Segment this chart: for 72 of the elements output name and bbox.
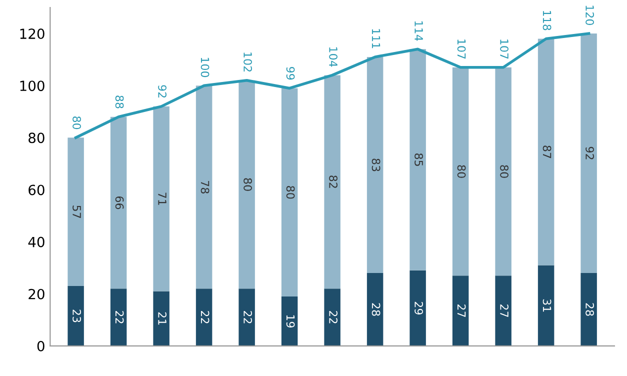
y-tick-label: 60	[28, 184, 44, 196]
bar	[68, 286, 84, 346]
data-label: 92	[586, 146, 594, 160]
data-label: 57	[72, 206, 81, 218]
bar	[238, 80, 255, 289]
data-label: 87	[542, 146, 552, 158]
data-label: 29	[414, 302, 423, 314]
data-label: 107	[500, 40, 508, 59]
data-label: 71	[158, 192, 166, 205]
bar	[580, 34, 597, 274]
bar	[68, 138, 84, 286]
data-label: 19	[286, 315, 295, 328]
bar	[452, 276, 469, 346]
bar	[324, 75, 340, 289]
data-label: 22	[115, 311, 124, 324]
bar	[410, 49, 426, 270]
data-label: 31	[542, 299, 552, 312]
data-label: 22	[329, 311, 338, 324]
data-label: 27	[457, 304, 466, 317]
bar	[324, 288, 340, 346]
bar	[110, 288, 127, 346]
data-label: 85	[414, 153, 423, 166]
bar	[153, 291, 170, 346]
data-label: 82	[329, 176, 338, 188]
data-label: 78	[200, 180, 210, 194]
data-label: 120	[586, 6, 594, 26]
y-tick-label: 20	[28, 288, 44, 300]
data-label: 28	[586, 303, 594, 316]
data-label: 104	[329, 47, 338, 67]
bar	[410, 270, 426, 346]
data-label: 80	[286, 186, 295, 199]
data-label: 22	[200, 311, 210, 324]
data-label: 88	[115, 96, 124, 108]
data-label: 28	[372, 303, 380, 316]
bar	[495, 67, 512, 276]
bar	[538, 38, 554, 266]
data-label: 102	[244, 52, 252, 72]
data-label: 21	[158, 312, 166, 325]
data-label: 80	[72, 116, 81, 130]
bar	[281, 296, 298, 346]
y-tick-label: 100	[20, 80, 44, 92]
data-label: 92	[158, 85, 166, 98]
bar	[452, 67, 469, 276]
data-label: 114	[414, 21, 423, 41]
data-label: 80	[500, 165, 508, 178]
data-label: 80	[244, 178, 252, 191]
bar	[196, 86, 212, 289]
y-tick-label: 80	[28, 132, 44, 144]
bar	[153, 106, 170, 292]
bar	[580, 273, 597, 346]
bar	[366, 56, 384, 274]
bar	[366, 273, 384, 346]
bar	[196, 288, 212, 346]
data-label: 99	[286, 66, 295, 80]
data-label: 107	[457, 40, 466, 59]
y-tick-label: 40	[28, 236, 44, 248]
data-label: 22	[244, 311, 252, 324]
data-label: 80	[457, 165, 466, 178]
bar	[238, 288, 255, 346]
data-label: 111	[372, 29, 380, 48]
y-tick-label: 0	[37, 340, 44, 352]
data-label: 66	[115, 196, 124, 210]
data-label: 27	[500, 304, 508, 317]
bar	[110, 116, 127, 289]
y-tick-label: 120	[20, 28, 44, 40]
bar	[281, 88, 298, 296]
data-label: 100	[200, 58, 210, 78]
data-label: 118	[542, 10, 552, 30]
data-label: 23	[72, 310, 81, 322]
bar	[495, 276, 512, 346]
bar	[538, 265, 554, 346]
data-label: 83	[372, 158, 380, 172]
